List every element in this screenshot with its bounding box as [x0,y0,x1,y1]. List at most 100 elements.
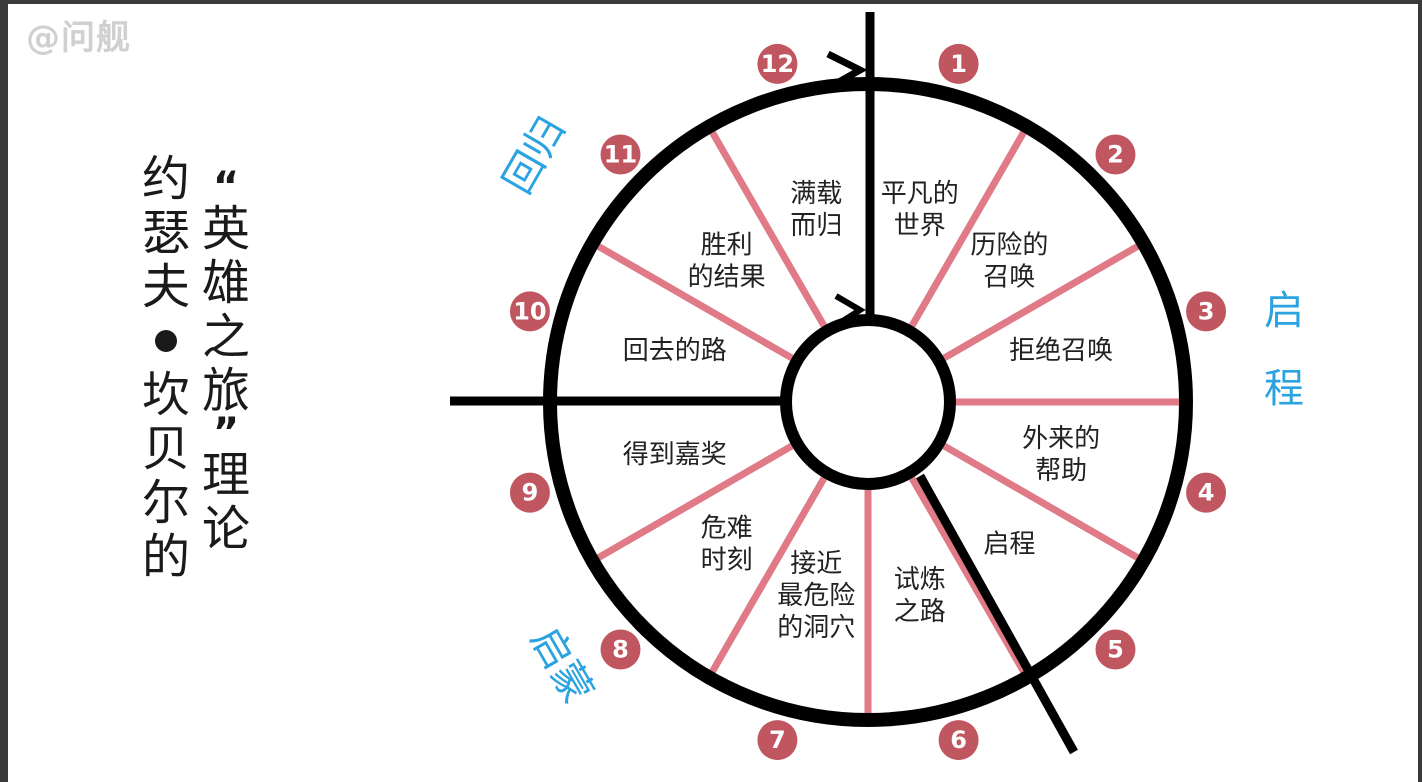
spoke-line [708,476,828,674]
axis-diagonal-line [916,473,1078,755]
stage-number-badge-12: 12 [757,43,798,84]
stage-label-line: 召唤 [983,263,1035,293]
stage-label-line: 回去的路 [623,336,727,366]
spoke-line [708,130,828,328]
stage-label-line: 世界 [894,211,946,241]
stage-label-line: 危难 [701,513,753,543]
stage-label-9: 得到嘉奖 [623,440,727,470]
inner-ring [780,314,956,490]
phase-label-return: 回归 [495,109,575,201]
badge-circle [509,291,550,332]
badge-circle [1095,134,1136,175]
spoke-line [908,130,1028,328]
stage-label-line: 帮助 [1035,456,1087,486]
stage-label-8: 危难时刻 [701,513,753,575]
stage-number-badge-5: 5 [1095,629,1136,670]
stage-label-line: 之路 [894,597,946,627]
title-char: 贝 [141,421,190,477]
stage-number-badge-10: 10 [509,291,550,332]
slide: @问舰 约 瑟 夫 坎 贝 尔 的 “ 英 雄 之 旅 ” 理 论 平凡的世界历… [8,4,1418,782]
stage-label-line: 外来的 [1022,424,1100,454]
stage-label-line: 而归 [790,211,842,241]
stage-number-badge-7: 7 [757,720,798,761]
spoke-line [908,476,1028,674]
stage-label-line: 时刻 [701,545,753,575]
badge-circle [938,720,979,761]
stage-label-line: 满载 [790,179,842,209]
badge-number: 5 [1107,635,1124,663]
title-char: 坎 [141,367,190,423]
badge-number: 11 [604,141,637,169]
badge-number: 3 [1198,297,1215,325]
stage-label-2: 历险的召唤 [970,231,1048,293]
middle-dot [155,330,177,352]
badge-circle [1095,629,1136,670]
badge-number: 8 [612,635,629,663]
stage-label-4: 外来的帮助 [1022,424,1100,486]
phase-label-departure-char: 程 [1264,366,1304,412]
badge-number: 6 [950,726,967,754]
stage-label-line: 得到嘉奖 [623,440,727,470]
badge-circle [600,134,641,175]
badge-circle [509,472,550,513]
title-char: 瑟 [141,205,190,261]
spoke-line [596,242,794,362]
badge-number: 12 [761,50,794,78]
badge-circle [938,43,979,84]
title-char: 论 [201,501,250,557]
stage-number-badge-3: 3 [1186,291,1227,332]
title-char: 尔 [141,475,190,531]
stage-label-line: 胜利 [701,231,753,261]
badge-number: 1 [950,50,967,78]
stage-label-line: 的洞穴 [777,613,855,643]
title-char: 的 [141,529,190,585]
phase-label-departure-char: 启 [1264,288,1304,334]
stage-label-line: 平凡的 [881,179,959,209]
stage-number-badge-8: 8 [600,629,641,670]
badge-number: 9 [522,479,539,507]
stage-label-line: 试炼 [894,565,946,595]
quote-open: “ [212,164,240,210]
title-char: 约 [141,151,190,207]
stage-label-line: 的结果 [688,263,766,293]
badge-circle [1186,291,1227,332]
stage-number-badge-9: 9 [509,472,550,513]
stage-label-6: 试炼之路 [894,565,946,627]
stage-label-7: 接近最危险的洞穴 [777,549,855,643]
stage-label-line: 最危险 [777,581,855,611]
title-char: 雄 [201,255,250,311]
hero-journey-wheel: 平凡的世界历险的召唤拒绝召唤外来的帮助启程试炼之路接近最危险的洞穴危难时刻得到嘉… [450,12,1304,761]
stage-label-10: 回去的路 [623,336,727,366]
title-char: 旅 [201,363,250,419]
badge-number: 7 [769,726,786,754]
badge-circle [757,720,798,761]
quote-close: ” [212,410,240,456]
badge-circle [1186,472,1227,513]
badge-circle [600,629,641,670]
arrowhead-outer [826,50,868,92]
stage-label-line: 历险的 [970,231,1048,261]
title-char: 理 [201,447,250,503]
spoke-line [596,442,794,562]
title-column-theory: “ 英 雄 之 旅 ” 理 论 [196,164,256,557]
phase-label-initiation: 启蒙 [521,619,601,711]
title-column-author: 约 瑟 夫 坎 贝 尔 的 [136,152,196,584]
stage-label-3: 拒绝召唤 [1009,336,1113,366]
stage-label-1: 平凡的世界 [881,179,959,241]
badge-number: 10 [513,297,546,325]
stage-number-badge-2: 2 [1095,134,1136,175]
stage-number-badge-11: 11 [600,134,641,175]
arrowhead-inner [834,293,866,327]
stage-label-line: 拒绝召唤 [1009,336,1113,366]
stage-number-badge-1: 1 [938,43,979,84]
title-char: 之 [201,309,250,365]
spoke-line [942,442,1140,562]
badge-number: 2 [1107,141,1124,169]
stage-label-5: 启程 [983,529,1035,559]
title-char: 英 [201,201,250,257]
stage-label-line: 启程 [983,529,1035,559]
stage-label-11: 胜利的结果 [688,231,766,293]
watermark: @问舰 [26,18,131,58]
title-char: 夫 [141,259,190,315]
spoke-line [942,242,1140,362]
